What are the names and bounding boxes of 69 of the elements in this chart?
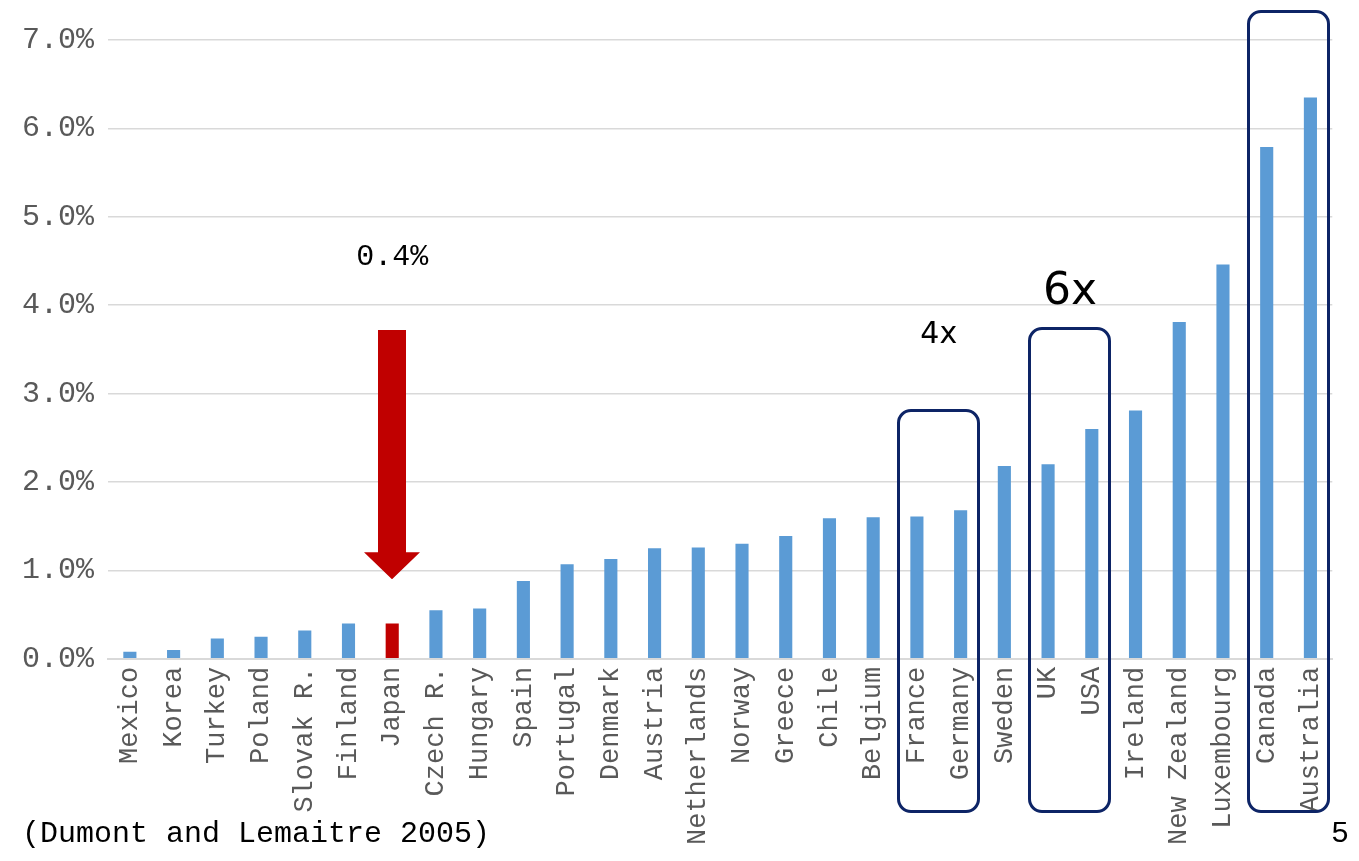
x-tick-label: Netherlands — [683, 666, 714, 846]
text: 5 — [1330, 817, 1349, 851]
x-tick-label: Spain — [508, 666, 539, 748]
bar — [1260, 146, 1274, 659]
x-tick-label: USA — [1076, 665, 1107, 716]
x-tick-label: Poland — [246, 666, 277, 764]
x-tick-label: Denmark — [595, 666, 626, 781]
x-tick-label: Japan — [377, 666, 408, 748]
bar — [210, 638, 224, 659]
x-tick-label: Norway — [727, 666, 758, 764]
bar — [254, 636, 268, 659]
x-tick-label: New Zealand — [1164, 666, 1195, 846]
bar — [123, 651, 137, 659]
x-tick-label: Czech R. — [421, 666, 452, 797]
annotation: 0.4% — [356, 239, 429, 274]
x-tick-label: Turkey — [202, 666, 233, 764]
x-tick-label: Austria — [639, 666, 670, 781]
x-tick-label: Australia — [1295, 666, 1326, 813]
y-tick-label: 5.0% — [22, 199, 95, 234]
bar — [910, 516, 924, 659]
x-tick-label: Korea — [158, 666, 189, 748]
x-tick-label: Hungary — [464, 666, 495, 781]
bar — [1216, 264, 1230, 659]
y-tick-label: 7.0% — [22, 22, 95, 57]
bar — [866, 517, 880, 659]
bar — [516, 580, 530, 659]
x-tick-label: France — [902, 666, 933, 764]
y-tick-label: 1.0% — [22, 553, 95, 588]
bar — [1128, 410, 1143, 659]
bar — [604, 558, 618, 659]
text: (Dumont and Lemaitre 2005) — [22, 817, 491, 851]
y-tick-label: 6.0% — [22, 111, 95, 146]
y-tick-label: 4.0% — [22, 288, 95, 323]
x-tick-label: Sweden — [989, 666, 1020, 764]
x-tick-label: Luxembourg — [1208, 666, 1239, 829]
bar — [997, 466, 1011, 659]
bar — [560, 564, 574, 659]
annotation: 4x — [920, 314, 958, 350]
bar — [1085, 428, 1099, 659]
bar — [1303, 97, 1317, 659]
bar — [1041, 464, 1055, 659]
x-tick-label: UK — [1033, 665, 1064, 700]
x-tick-label: Germany — [945, 666, 976, 781]
bar — [1172, 321, 1186, 659]
bar — [735, 543, 749, 659]
bar — [822, 518, 837, 659]
y-tick-label: 3.0% — [22, 376, 95, 411]
bar — [298, 630, 312, 659]
x-tick-label: Ireland — [1120, 666, 1151, 781]
x-tick-label: Mexico — [115, 666, 146, 764]
bar — [954, 510, 968, 659]
x-tick-label: Belgium — [858, 666, 889, 781]
y-tick-label: 0.0% — [22, 641, 95, 676]
bar — [429, 610, 443, 659]
bar — [779, 535, 793, 659]
x-tick-label: Slovak R. — [289, 666, 320, 813]
annotation: 6x — [1042, 262, 1097, 313]
x-tick-label: Canada — [1251, 666, 1282, 764]
x-tick-label: Portugal — [552, 666, 583, 797]
bar — [473, 608, 487, 659]
bar — [691, 547, 705, 659]
bar — [385, 623, 399, 659]
bar — [167, 649, 181, 659]
x-tick-label: Finland — [333, 666, 364, 781]
y-tick-label: 2.0% — [22, 464, 95, 499]
x-tick-label: Greece — [770, 666, 801, 764]
bar — [648, 548, 662, 659]
bar — [341, 623, 356, 659]
x-tick-label: Chile — [814, 666, 845, 748]
